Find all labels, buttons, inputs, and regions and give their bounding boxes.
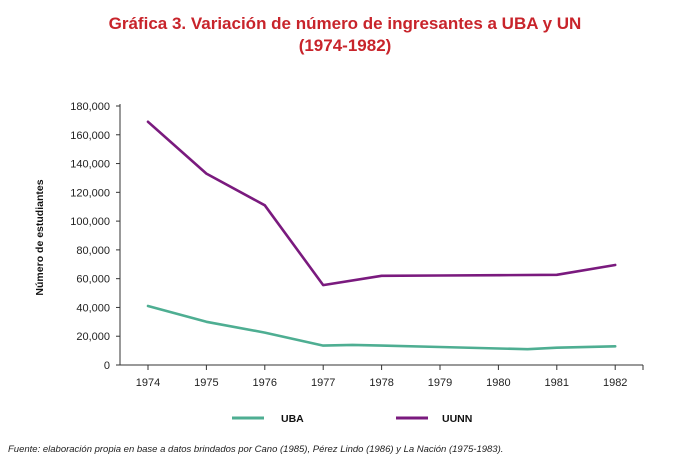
- x-tick-label: 1981: [545, 377, 569, 389]
- y-tick-label: 0: [104, 360, 110, 372]
- y-tick-label: 40,000: [76, 302, 110, 314]
- y-tick-label: 120,000: [70, 187, 110, 199]
- source-note: Fuente: elaboración propia en base a dat…: [8, 444, 504, 455]
- x-tick-label: 1979: [428, 377, 452, 389]
- chart-title-line-2: (1974-1982): [298, 36, 392, 55]
- x-tick-label: 1974: [136, 377, 160, 389]
- x-tick-label: 1980: [486, 377, 510, 389]
- x-tick-label: 1982: [603, 377, 627, 389]
- x-tick-label: 1978: [369, 377, 393, 389]
- x-tick-label: 1977: [311, 377, 335, 389]
- legend-label-uba: UBA: [281, 413, 304, 425]
- y-tick-label: 180,000: [70, 101, 110, 113]
- y-tick-label: 160,000: [70, 130, 110, 142]
- y-tick-label: 140,000: [70, 159, 110, 171]
- line-chart: 0 20,000 40,000 60,000 80,000 100,000 120,000 1…: [34, 101, 644, 425]
- y-tick-label: 60,000: [76, 274, 110, 286]
- legend-label-uunn: UUNN: [442, 413, 472, 425]
- y-tick-label: 100,000: [70, 216, 110, 228]
- x-tick-label: 1976: [253, 377, 277, 389]
- y-axis-label: Número de estudiantes: [34, 179, 46, 295]
- chart-title-line-1: Gráfica 3. Variación de número de ingres…: [108, 14, 582, 33]
- x-tick-label: 1975: [194, 377, 218, 389]
- series-line-uunn: [146, 120, 617, 287]
- y-tick-label: 20,000: [76, 331, 110, 343]
- series-line-uba: [146, 304, 617, 351]
- y-tick-label: 80,000: [76, 245, 110, 257]
